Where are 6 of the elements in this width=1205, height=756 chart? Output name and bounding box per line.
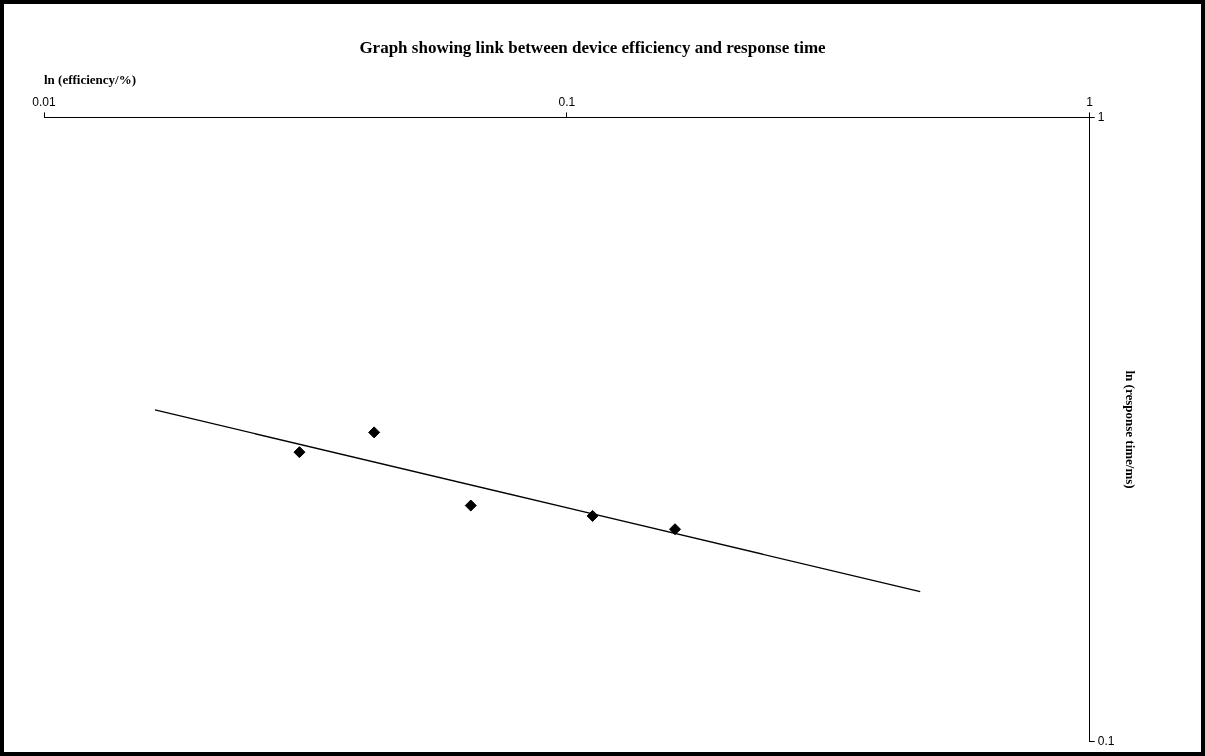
x-axis-title: ln (efficiency/%)	[44, 71, 137, 87]
y-axis-title: ln (response time/ms)	[1122, 370, 1138, 489]
chart-title: Graph showing link between device efficiency and response time	[359, 37, 827, 57]
x-tick-label: 0.01	[32, 94, 56, 109]
x-tick-label: 0.1	[558, 94, 576, 109]
x-tick-label: 1	[1086, 94, 1094, 109]
